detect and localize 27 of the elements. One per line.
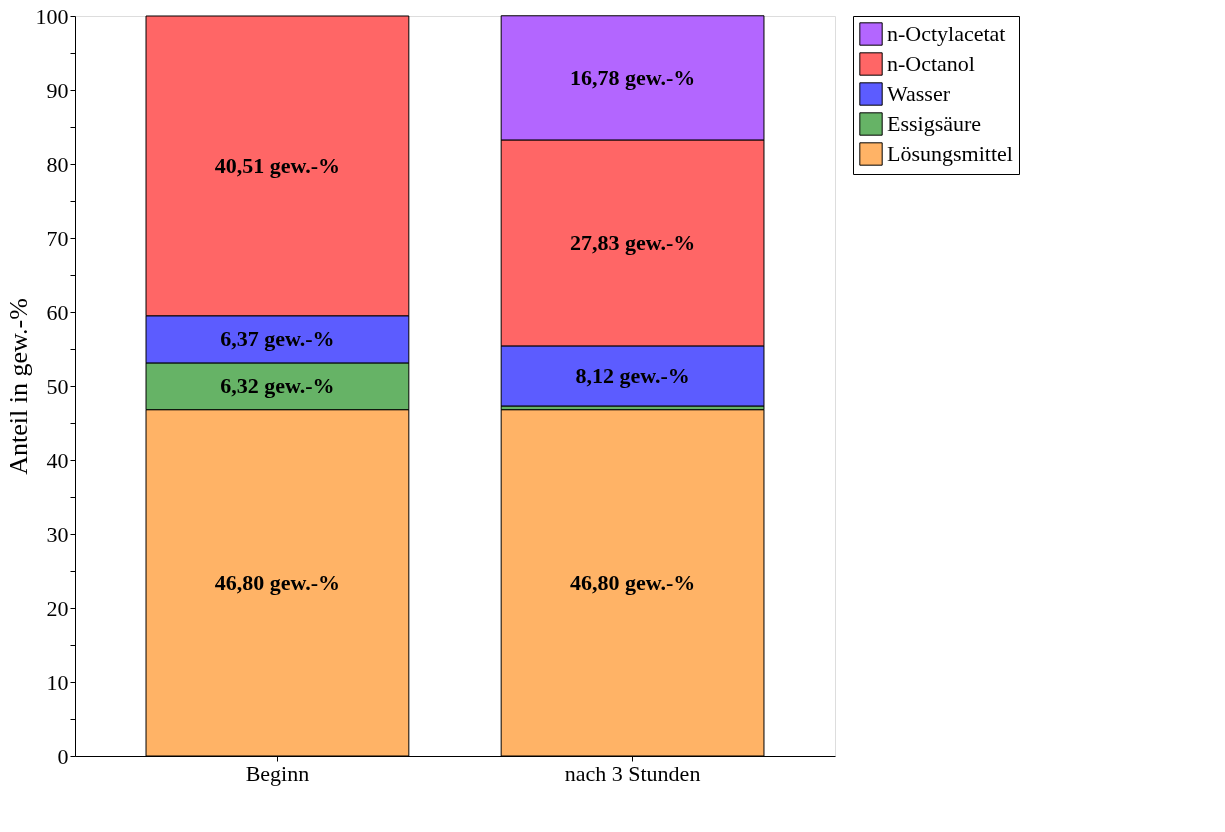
- y-tick-label: 60: [46, 299, 69, 325]
- legend-label: n-Octanol: [887, 51, 975, 76]
- data-label: 27,83 gew.-%: [569, 229, 696, 255]
- y-tick-label: 90: [46, 77, 69, 103]
- data-label: 46,80 gew.-%: [569, 569, 696, 595]
- legend-label: Lösungsmittel: [887, 141, 1013, 166]
- y-tick-label: 0: [57, 743, 69, 769]
- y-tick-label: 100: [35, 3, 69, 29]
- y-tick-label: 30: [46, 521, 69, 547]
- legend-label: Essigsäure: [887, 111, 982, 136]
- x-tick-label: Beginn: [245, 760, 310, 786]
- y-axis-title: Anteil in gew.-%: [3, 298, 33, 475]
- x-tick-label: nach 3 Stunden: [564, 760, 701, 786]
- data-label: 6,37 gew.-%: [220, 326, 335, 352]
- legend-label: n-Octylacetat: [887, 21, 1006, 46]
- y-tick-label: 10: [46, 669, 69, 695]
- data-label: 8,12 gew.-%: [575, 362, 690, 388]
- y-tick-label: 50: [46, 373, 69, 399]
- y-tick-label: 20: [46, 595, 69, 621]
- data-label: 6,32 gew.-%: [220, 373, 335, 399]
- data-label: 16,78 gew.-%: [569, 64, 696, 90]
- y-tick-label: 80: [46, 151, 69, 177]
- legend-label: Wasser: [887, 81, 951, 106]
- y-tick-label: 70: [46, 225, 69, 251]
- y-tick-label: 40: [46, 447, 69, 473]
- data-label: 46,80 gew.-%: [214, 569, 341, 595]
- data-label: 40,51 gew.-%: [214, 152, 341, 178]
